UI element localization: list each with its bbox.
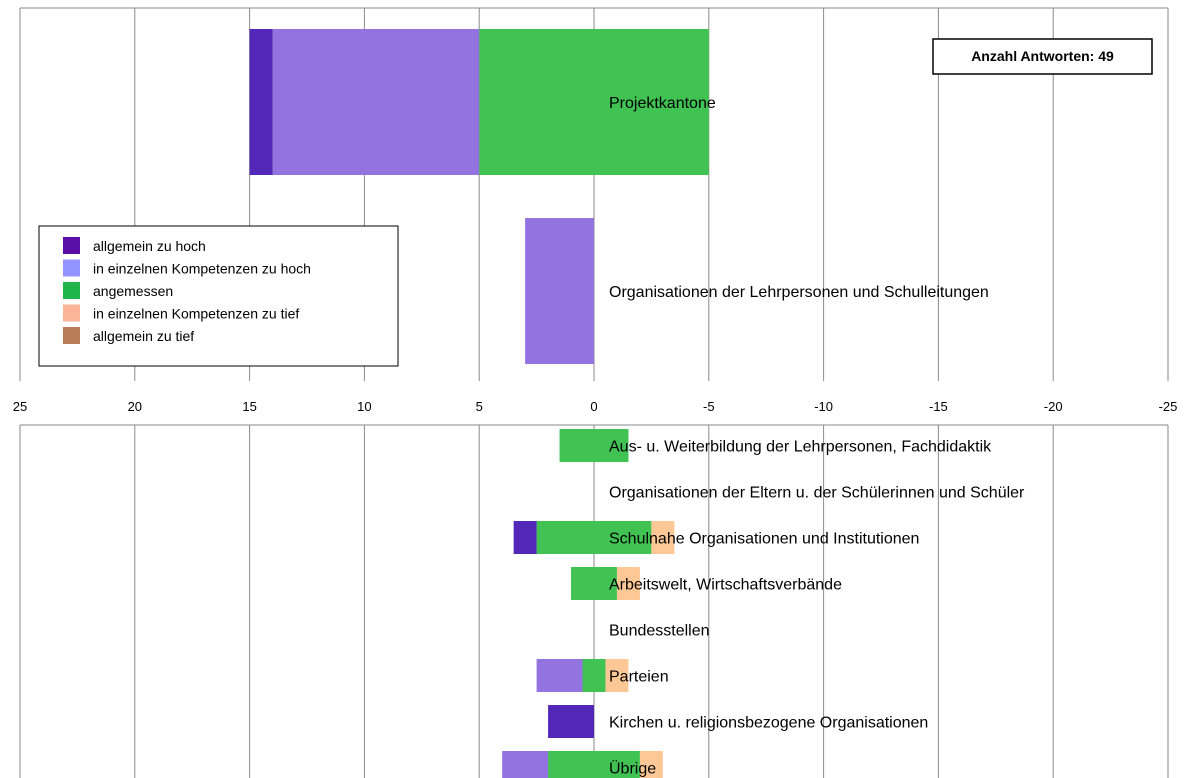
response-count-text: Anzahl Antworten: 49 [971, 48, 1114, 64]
bar-segment-b [272, 29, 480, 175]
legend-label: in einzelnen Kompetenzen zu tief [93, 306, 299, 322]
legend-swatch [63, 327, 80, 344]
bars [249, 29, 709, 778]
bar-segment-c [582, 659, 594, 692]
legend-label: allgemein zu tief [93, 328, 194, 344]
category-label: Arbeitswelt, Wirtschaftsverbände [609, 577, 842, 594]
x-tick-label: -20 [1044, 399, 1063, 414]
x-tick-label: -10 [814, 399, 833, 414]
bar-segment-d [651, 521, 675, 554]
bar-segment-c [479, 29, 594, 175]
x-tick-label: 15 [242, 399, 256, 414]
x-axis-tick-labels: 25 20 15 10 5 0 -5 -10 -15 -20 -25 [13, 399, 1178, 414]
legend-label: allgemein zu hoch [93, 238, 206, 254]
x-tick-label: -25 [1159, 399, 1178, 414]
bar-segment-d [639, 751, 663, 778]
bar-segment-c [594, 29, 709, 175]
response-count-box: Anzahl Antworten: 49 [932, 38, 1153, 75]
bar-segment-c [571, 567, 594, 600]
bar-segment-c [594, 429, 629, 462]
x-tick-label: 20 [128, 399, 142, 414]
x-tick-label: -15 [929, 399, 948, 414]
x-tick-label: 0 [590, 399, 597, 414]
category-label: Organisationen der Lehrpersonen und Schu… [609, 284, 989, 301]
legend-swatch [63, 259, 80, 277]
bar-segment-c [594, 567, 617, 600]
legend-swatch [63, 304, 80, 322]
bar-segment-a [548, 705, 594, 738]
bar-segment-c [594, 751, 640, 778]
bar-segment-c [594, 659, 606, 692]
x-tick-label: 5 [476, 399, 483, 414]
x-tick-label: 25 [13, 399, 27, 414]
category-label: Bundesstellen [609, 623, 710, 640]
category-label: Organisationen der Eltern u. der Schüler… [609, 485, 1025, 502]
bar-segment-b [536, 659, 583, 692]
response-count-frame [932, 38, 1153, 75]
x-tick-label: 10 [357, 399, 371, 414]
bar-segment-c [548, 751, 594, 778]
legend-label: angemessen [93, 283, 173, 299]
legend-items: allgemein zu hoch in einzelnen Kompetenze… [63, 237, 311, 344]
legend: allgemein zu hoch in einzelnen Kompetenze… [38, 225, 399, 367]
bar-segment-a [249, 29, 273, 175]
bar-segment-c [536, 521, 594, 554]
legend-frame [38, 225, 399, 367]
category-label: Aus- u. Weiterbildung der Lehrpersonen, … [609, 439, 992, 456]
bar-segment-b [502, 751, 549, 778]
bar-segment-d [616, 567, 640, 600]
bar-segment-b [525, 218, 594, 364]
x-tick-label: -5 [703, 399, 715, 414]
category-label: Parteien [609, 669, 669, 686]
legend-swatch [63, 282, 80, 299]
bar-segment-c [594, 521, 652, 554]
category-label: Kirchen u. religionsbezogene Organisatio… [609, 715, 928, 732]
category-label: Projektkantone [609, 95, 716, 112]
legend-label: in einzelnen Kompetenzen zu hoch [93, 261, 311, 277]
bottom-panel-gridlines [19, 424, 1169, 778]
bar-segment-c [559, 429, 594, 462]
category-label: Schulnahe Organisationen und Institution… [609, 531, 919, 548]
category-labels: Projektkantone Organisationen der Lehrper… [609, 95, 1025, 778]
legend-swatch [63, 237, 80, 254]
bar-segment-d [605, 659, 629, 692]
category-label: Übrige [609, 760, 656, 778]
bar-segment-a [513, 521, 537, 554]
